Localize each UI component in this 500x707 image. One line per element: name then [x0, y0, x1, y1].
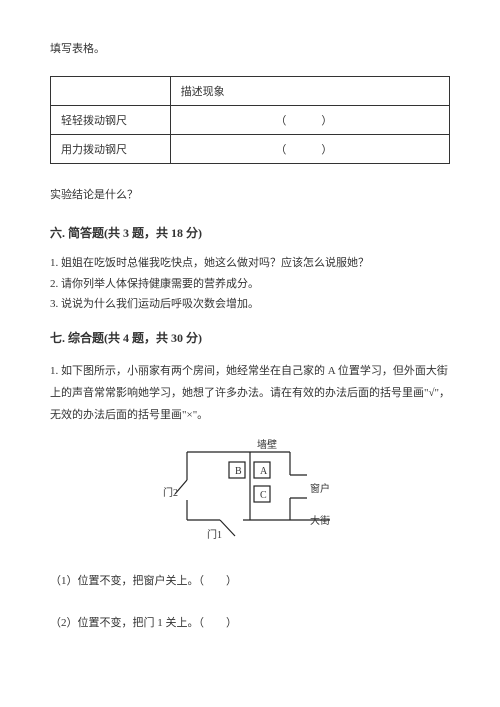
room-diagram: 墙壁 门2 B A C 窗户 大街 门1	[50, 440, 450, 550]
section6-title: 六. 简答题(共 3 题，共 18 分)	[50, 224, 450, 241]
table-row: 描述现象	[51, 77, 450, 106]
conclusion-question: 实验结论是什么？	[50, 186, 450, 202]
table-row: 用力拨动钢尺 （ ）	[51, 135, 450, 164]
section6-q2: 2. 请你列举人体保持健康需要的营养成分。	[50, 276, 450, 293]
phenomenon-table: 描述现象 轻轻拨动钢尺 （ ） 用力拨动钢尺 （ ）	[50, 76, 450, 164]
row2-label: 用力拨动钢尺	[51, 135, 171, 164]
section7-title: 七. 综合题(共 4 题，共 30 分)	[50, 329, 450, 346]
section6-q1: 1. 姐姐在吃饭时总催我吃快点，她这么做对吗？应该怎么说服她？	[50, 255, 450, 272]
label-door2: 门2	[163, 484, 178, 499]
intro-text: 填写表格。	[50, 40, 450, 56]
label-wall: 墙壁	[257, 436, 277, 451]
label-A: A	[260, 466, 267, 477]
label-window: 窗户	[310, 480, 330, 495]
label-B: B	[235, 466, 242, 477]
row1-value: （ ）	[170, 106, 449, 135]
section6-q3: 3. 说说为什么我们运动后呼吸次数会增加。	[50, 296, 450, 313]
label-door1: 门1	[207, 526, 222, 541]
label-C: C	[260, 490, 267, 501]
header-phenomenon: 描述现象	[170, 77, 449, 106]
label-street: 大街	[310, 512, 330, 527]
row1-label: 轻轻拨动钢尺	[51, 106, 171, 135]
section7-sub2: （2）位置不变，把门 1 关上。（ ）	[50, 614, 450, 630]
row2-value: （ ）	[170, 135, 449, 164]
header-blank	[51, 77, 171, 106]
table-row: 轻轻拨动钢尺 （ ）	[51, 106, 450, 135]
section7-sub1: （1）位置不变，把窗户关上。（ ）	[50, 572, 450, 588]
section7-q1: 1. 如下图所示，小丽家有两个房间，她经常坐在自己家的 A 位置学习，但外面大街…	[50, 360, 450, 426]
